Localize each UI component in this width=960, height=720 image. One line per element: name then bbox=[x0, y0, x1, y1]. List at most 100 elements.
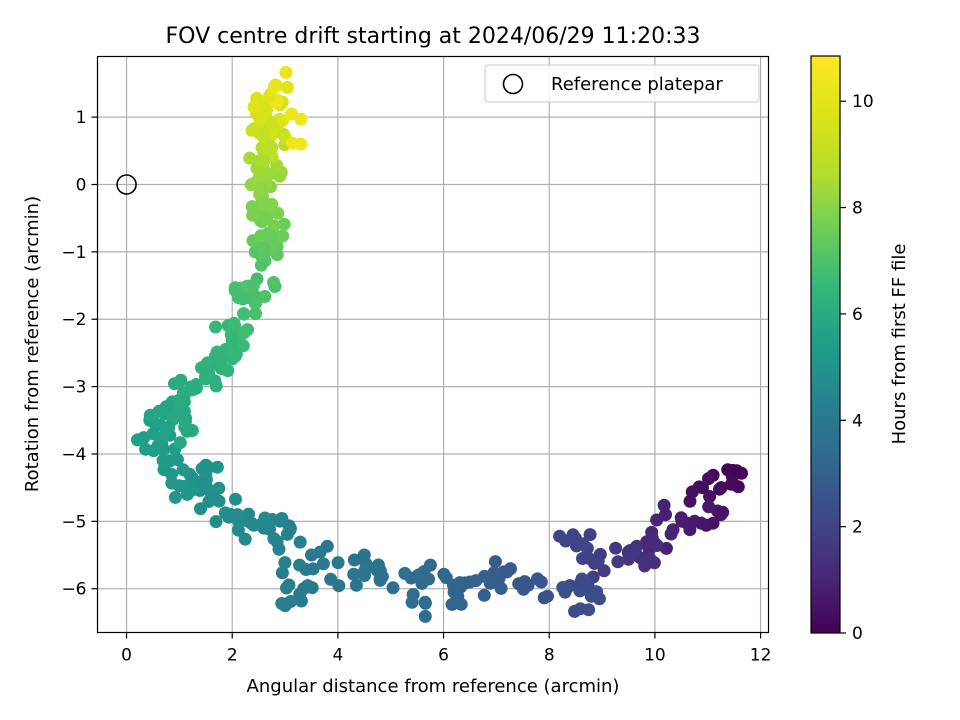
data-point bbox=[277, 217, 291, 231]
data-point bbox=[225, 346, 238, 359]
x-tick-label: 10 bbox=[644, 646, 666, 666]
data-point bbox=[453, 576, 467, 590]
data-point bbox=[172, 479, 186, 493]
data-point bbox=[714, 508, 728, 522]
data-point bbox=[243, 151, 257, 165]
data-point bbox=[248, 297, 262, 310]
data-point bbox=[270, 535, 284, 549]
data-point bbox=[157, 454, 170, 468]
data-point bbox=[249, 307, 262, 321]
data-point bbox=[576, 537, 590, 551]
x-axis-label: Angular distance from reference (arcmin) bbox=[247, 676, 620, 697]
data-point bbox=[398, 566, 412, 580]
data-point bbox=[275, 512, 289, 525]
data-point bbox=[188, 380, 202, 394]
colorbar bbox=[810, 55, 841, 634]
y-tick-label: 0 bbox=[76, 176, 87, 196]
y-tick-label: −5 bbox=[61, 512, 86, 532]
data-point bbox=[238, 532, 252, 546]
plot-frame bbox=[96, 55, 770, 634]
data-point bbox=[209, 379, 223, 393]
colorbar-tick-label: 8 bbox=[852, 199, 863, 219]
data-point bbox=[209, 515, 223, 529]
data-point bbox=[609, 541, 623, 555]
data-point bbox=[597, 564, 611, 578]
x-tick-label: 2 bbox=[227, 646, 238, 666]
data-point bbox=[225, 332, 239, 346]
y-axis-ticks: 1 0 −1 −2 −3 −4 −5 −6 bbox=[61, 108, 98, 600]
data-point bbox=[229, 492, 242, 506]
data-point bbox=[423, 558, 437, 572]
data-point bbox=[500, 565, 514, 579]
data-point bbox=[265, 117, 279, 131]
data-point bbox=[244, 178, 258, 192]
data-point bbox=[218, 506, 232, 520]
data-point bbox=[267, 276, 281, 289]
data-point bbox=[293, 535, 307, 549]
data-point bbox=[260, 103, 274, 117]
colorbar-label: Hours from first FF file bbox=[889, 244, 910, 445]
y-tick-label: −3 bbox=[61, 378, 86, 398]
data-point bbox=[241, 514, 255, 528]
data-point bbox=[178, 420, 192, 434]
x-tick-label: 8 bbox=[544, 646, 555, 666]
data-point bbox=[293, 558, 307, 572]
data-point bbox=[245, 123, 259, 137]
data-point bbox=[254, 258, 268, 272]
data-point bbox=[275, 566, 289, 580]
data-point bbox=[592, 592, 606, 606]
data-point bbox=[702, 500, 716, 514]
data-point bbox=[215, 353, 229, 367]
data-point bbox=[553, 529, 567, 543]
scatter-points bbox=[131, 65, 748, 623]
x-tick-label: 0 bbox=[121, 646, 132, 666]
data-point bbox=[257, 198, 271, 212]
data-point bbox=[583, 528, 597, 542]
data-point bbox=[447, 585, 461, 599]
data-point bbox=[221, 364, 235, 378]
data-point bbox=[463, 575, 477, 589]
data-point bbox=[257, 127, 271, 141]
y-tick-label: −6 bbox=[61, 580, 86, 600]
data-point bbox=[279, 65, 293, 79]
data-point bbox=[558, 585, 572, 599]
data-point bbox=[257, 521, 271, 535]
data-point bbox=[305, 548, 318, 562]
data-point bbox=[139, 442, 153, 456]
data-point bbox=[196, 477, 210, 491]
data-point bbox=[146, 427, 160, 441]
data-point bbox=[418, 595, 432, 609]
data-point bbox=[194, 502, 207, 516]
data-point bbox=[347, 567, 361, 581]
data-point bbox=[531, 572, 544, 586]
data-point bbox=[180, 487, 194, 501]
data-point bbox=[257, 242, 271, 255]
data-point bbox=[283, 521, 297, 535]
data-point bbox=[643, 551, 657, 565]
data-point bbox=[488, 555, 502, 569]
data-point bbox=[294, 137, 308, 151]
colorbar-tick-label: 2 bbox=[852, 518, 863, 538]
data-point bbox=[172, 393, 186, 407]
chart-title: FOV centre drift starting at 2024/06/29 … bbox=[166, 24, 701, 49]
data-point bbox=[276, 229, 290, 243]
data-point bbox=[566, 528, 580, 542]
data-point bbox=[280, 581, 293, 595]
data-point bbox=[212, 494, 226, 508]
y-tick-label: −4 bbox=[61, 445, 86, 465]
data-point bbox=[278, 599, 292, 613]
data-point bbox=[358, 563, 372, 577]
data-point bbox=[574, 575, 588, 589]
data-point bbox=[159, 400, 173, 414]
data-point bbox=[294, 112, 308, 126]
data-point bbox=[477, 588, 491, 602]
data-point bbox=[246, 279, 260, 293]
data-point bbox=[386, 581, 400, 595]
y-tick-label: −1 bbox=[61, 243, 86, 263]
data-point bbox=[645, 531, 659, 545]
data-point bbox=[265, 140, 279, 154]
data-point bbox=[236, 339, 250, 353]
x-tick-label: 4 bbox=[332, 646, 343, 666]
data-point bbox=[316, 557, 330, 571]
data-point bbox=[131, 433, 144, 447]
